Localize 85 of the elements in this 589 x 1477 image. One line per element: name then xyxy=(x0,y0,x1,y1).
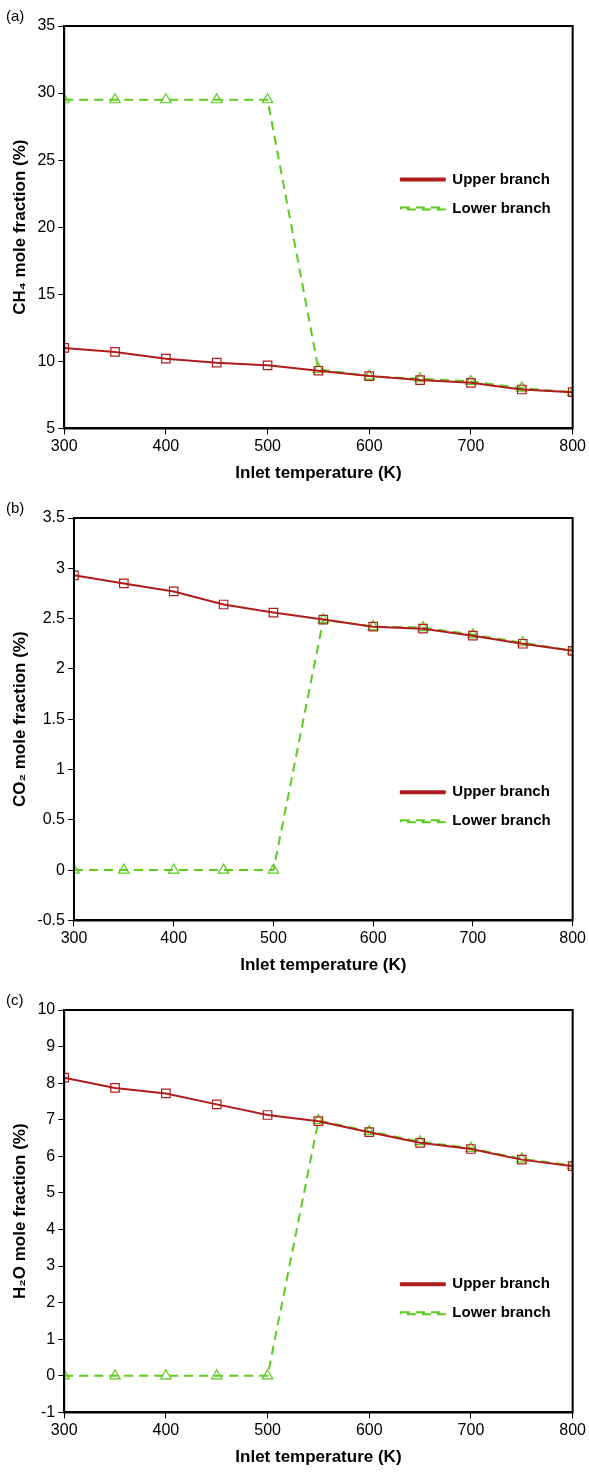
y-tick-label: 0.5 xyxy=(42,810,66,828)
y-tick-label: 0 xyxy=(46,1366,56,1384)
point xyxy=(110,1083,120,1093)
x-tick-label: 800 xyxy=(559,1421,587,1439)
x-tick-label: 800 xyxy=(559,929,587,947)
y-tick-label: 1 xyxy=(46,1329,56,1347)
y-tick-label: -1 xyxy=(40,1402,56,1420)
y-tick-label: 10 xyxy=(37,351,56,369)
x-tick-label: 600 xyxy=(355,437,383,455)
point xyxy=(262,360,273,371)
x-tick-label: 300 xyxy=(60,929,88,947)
y-tick-label: 4 xyxy=(46,1219,56,1237)
x-tick-label: 400 xyxy=(152,1421,180,1439)
y-tick-label: 3 xyxy=(46,1256,56,1274)
y-tick-label: 9 xyxy=(46,1036,56,1054)
y-tick-label: 2 xyxy=(46,1293,56,1311)
y-tick-label: 35 xyxy=(37,16,56,34)
point xyxy=(109,93,121,104)
point xyxy=(211,357,222,368)
y-tick-label: 30 xyxy=(37,83,56,101)
y-tick-label: 20 xyxy=(37,217,56,235)
y-tick-label: 8 xyxy=(46,1073,56,1091)
y-tick-label: 3 xyxy=(56,558,66,576)
x-axis-title: Inlet temperature (K) xyxy=(235,1447,402,1467)
y-tick-label: 1.5 xyxy=(42,709,66,727)
point xyxy=(211,1099,222,1110)
legend-label: Lower branch xyxy=(452,198,551,216)
y-tick-label: 0 xyxy=(56,860,66,878)
x-tick-label: 800 xyxy=(559,437,587,455)
y-tick-label: 1 xyxy=(56,759,66,777)
point xyxy=(110,347,120,357)
y-tick-label: 7 xyxy=(46,1110,56,1128)
x-tick-label: 500 xyxy=(254,1421,282,1439)
x-tick-label: 500 xyxy=(254,437,282,455)
y-axis-title: H₂O mole fraction (%) xyxy=(9,1123,29,1300)
point xyxy=(161,353,171,364)
y-tick-label: 5 xyxy=(46,1183,56,1201)
x-tick-label: 600 xyxy=(359,929,387,947)
point xyxy=(267,863,280,874)
y-tick-label: 5 xyxy=(46,418,56,436)
x-tick-label: 700 xyxy=(457,437,485,455)
x-tick-label: 400 xyxy=(152,437,180,455)
y-axis-title: CO₂ mole fraction (%) xyxy=(9,631,29,808)
point xyxy=(161,1088,171,1099)
legend-label: Lower branch xyxy=(452,1303,551,1321)
chart-title: (a) xyxy=(6,7,25,25)
y-tick-label: -0.5 xyxy=(37,910,66,928)
chart-title: (c) xyxy=(6,991,24,1009)
point xyxy=(210,93,223,104)
point xyxy=(160,1369,172,1380)
point xyxy=(168,586,179,597)
x-axis-title: Inlet temperature (K) xyxy=(235,463,402,483)
y-tick-label: 2.5 xyxy=(42,609,66,627)
point xyxy=(261,93,274,104)
x-tick-label: 300 xyxy=(50,437,78,455)
x-tick-label: 700 xyxy=(457,1421,485,1439)
point xyxy=(167,863,180,874)
legend-label: Upper branch xyxy=(452,782,550,800)
point xyxy=(119,578,129,589)
y-axis-title: CH₄ mole fraction (%) xyxy=(9,139,29,315)
point xyxy=(261,1369,274,1380)
legend-label: Upper branch xyxy=(452,169,550,187)
y-tick-label: 6 xyxy=(46,1146,56,1164)
point xyxy=(262,1110,273,1120)
x-tick-label: 500 xyxy=(260,929,287,947)
point xyxy=(268,607,279,618)
legend-label: Lower branch xyxy=(452,811,551,829)
chart-title: (b) xyxy=(6,499,25,517)
y-tick-label: 2 xyxy=(56,659,66,677)
point xyxy=(218,599,229,610)
x-axis-title: Inlet temperature (K) xyxy=(240,955,407,975)
point xyxy=(118,863,130,874)
x-tick-label: 300 xyxy=(50,1421,78,1439)
y-tick-label: 10 xyxy=(37,1000,56,1018)
x-tick-label: 700 xyxy=(459,929,487,947)
point xyxy=(217,863,230,874)
x-tick-label: 400 xyxy=(160,929,188,947)
point xyxy=(109,1369,121,1380)
legend-label: Upper branch xyxy=(452,1274,550,1292)
y-tick-label: 3.5 xyxy=(42,508,66,526)
y-tick-label: 15 xyxy=(37,284,56,302)
point xyxy=(210,1369,223,1380)
point xyxy=(160,93,172,104)
x-tick-label: 600 xyxy=(355,1421,383,1439)
y-tick-label: 25 xyxy=(37,150,56,168)
